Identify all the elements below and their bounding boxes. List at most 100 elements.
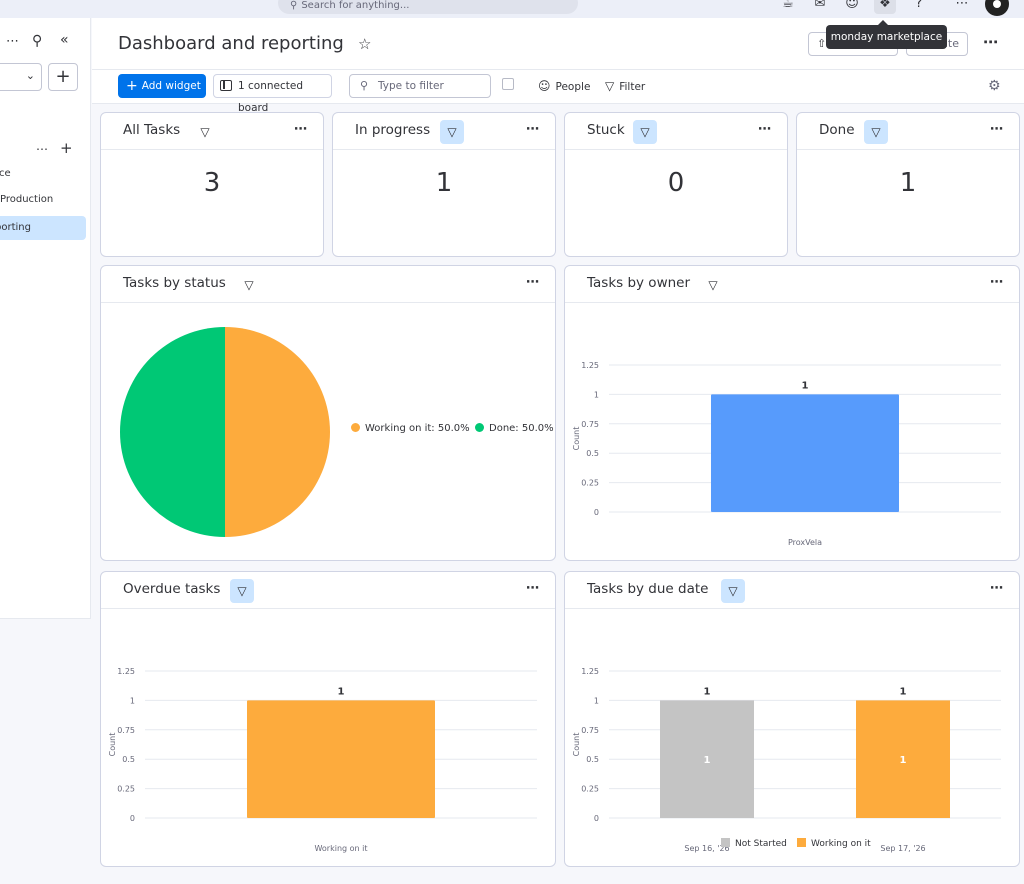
more-icon[interactable]: ⋯ xyxy=(526,581,539,596)
pie-chart xyxy=(120,327,330,537)
avatar[interactable] xyxy=(985,0,1009,16)
people-filter-button[interactable]: ☺ People xyxy=(538,79,591,93)
y-tick-label: 0.75 xyxy=(581,726,599,735)
filter-icon: ▽ xyxy=(605,79,615,93)
filter-icon[interactable]: ▽ xyxy=(230,579,254,603)
legend-item[interactable]: Working on it xyxy=(797,838,871,849)
more-icon[interactable]: ⋯ xyxy=(983,33,998,51)
segment-label: 1 xyxy=(704,755,711,766)
widget-header: Tasks by due date ▽ ⋯ xyxy=(565,572,1019,609)
widget-title: Tasks by owner xyxy=(587,275,691,291)
help-icon[interactable]: ? xyxy=(915,0,923,11)
add-widget-button[interactable]: + Add widget xyxy=(118,74,206,98)
board-icon xyxy=(220,80,232,91)
marketplace-icon[interactable]: ❖ xyxy=(874,0,896,14)
widget-header: All Tasks ▽ ⋯ xyxy=(101,113,323,150)
segment-label: 1 xyxy=(900,755,907,766)
more-icon[interactable]: ⋯ xyxy=(36,142,48,156)
collapse-sidebar-icon[interactable]: « xyxy=(60,32,69,48)
connected-board-button[interactable]: 1 connected board xyxy=(213,74,332,114)
upload-icon: ⇧ xyxy=(817,37,827,50)
add-item-icon[interactable]: + xyxy=(60,139,73,157)
more-icon[interactable]: ⋯ xyxy=(294,122,307,137)
widget-counter: Stuck ▽ ⋯ 0 xyxy=(564,112,788,257)
counter-value: 0 xyxy=(667,168,685,198)
sidebar: ⋯ ⚲ « ⌄ + ⋯ + ce Production porting xyxy=(0,18,91,619)
filter-icon[interactable]: ▽ xyxy=(721,579,745,603)
global-search[interactable]: ⚲ Search for anything... xyxy=(278,0,578,14)
y-axis-label: Count xyxy=(572,733,581,757)
more-icon[interactable]: ⋯ xyxy=(990,122,1003,137)
legend-swatch xyxy=(475,423,484,432)
widget-counter: In progress ▽ ⋯ 1 xyxy=(332,112,556,257)
legend-item[interactable]: Not Started xyxy=(721,838,787,849)
filter-input[interactable]: ⚲ Type to filter xyxy=(349,74,491,98)
data-label: 1 xyxy=(802,380,809,391)
gear-icon[interactable]: ⚙ xyxy=(988,78,1001,94)
apps-grid-icon[interactable]: ⋯ xyxy=(955,0,969,11)
more-icon[interactable]: ⋯ xyxy=(526,122,539,137)
y-tick-label: 1.25 xyxy=(581,361,599,370)
y-tick-label: 0 xyxy=(130,814,135,823)
widget-header: Tasks by status ▽ ⋯ xyxy=(101,266,555,303)
widget-counter: All Tasks ▽ ⋯ 3 xyxy=(100,112,324,257)
bar-chart: 0 0.25 0.5 0.75 1 1.25 Count ProxVela 1 xyxy=(572,361,1001,547)
legend-label: Not Started xyxy=(735,839,787,849)
data-label: 1 xyxy=(338,686,345,697)
filter-icon[interactable]: ▽ xyxy=(708,278,718,292)
inbox-icon[interactable]: ✉ xyxy=(814,0,826,11)
y-axis-label: Count xyxy=(572,427,581,451)
total-label: 1 xyxy=(900,686,907,697)
y-tick-label: 1.25 xyxy=(581,667,599,676)
more-icon[interactable]: ⋯ xyxy=(990,581,1003,596)
y-tick-label: 1 xyxy=(130,696,135,705)
search-icon[interactable]: ⚲ xyxy=(32,33,43,49)
legend-swatch xyxy=(351,423,360,432)
x-tick-label: Working on it xyxy=(314,844,367,853)
y-tick-label: 0.75 xyxy=(117,726,135,735)
main-content: Dashboard and reporting ☆ ⇧ ite ⋯ + Add w… xyxy=(92,18,1024,884)
sidebar-item[interactable]: ce xyxy=(0,168,11,179)
y-tick-label: 0.5 xyxy=(122,755,135,764)
y-tick-label: 0.25 xyxy=(117,785,135,794)
more-icon[interactable]: ⋯ xyxy=(990,275,1003,290)
widget-title: Tasks by status xyxy=(123,275,226,291)
widget-tasks-by-due-date: Tasks by due date ▽ ⋯ 0 0.25 0.5 0.75 1 1.25 C… xyxy=(564,571,1020,867)
filter-icon[interactable]: ▽ xyxy=(200,125,210,139)
more-icon[interactable]: ⋯ xyxy=(758,122,771,137)
top-bar: ⚲ Search for anything... ☕ ✉ ☺ ❖ ? ⋯ xyxy=(0,0,1024,18)
workspace-select[interactable]: ⌄ xyxy=(0,63,42,91)
filter-icon[interactable]: ▽ xyxy=(244,278,254,292)
widget-title: Tasks by due date xyxy=(587,581,709,597)
bell-icon[interactable]: ☕ xyxy=(782,0,794,11)
star-icon[interactable]: ☆ xyxy=(358,35,372,53)
search-icon: ⚲ xyxy=(290,0,298,11)
legend-item[interactable]: Working on it: 50.0% xyxy=(351,423,470,434)
add-button[interactable]: + xyxy=(48,63,78,91)
sidebar-item[interactable]: porting xyxy=(0,216,86,240)
filter-button[interactable]: ▽ Filter xyxy=(605,79,646,93)
more-icon[interactable]: ⋯ xyxy=(6,34,19,49)
more-icon[interactable]: ⋯ xyxy=(526,275,539,290)
widget-tasks-by-status: Tasks by status ▽ ⋯ Working on it: 50.0%… xyxy=(100,265,556,561)
pie-slice xyxy=(225,327,330,537)
widget-header: Tasks by owner ▽ ⋯ xyxy=(565,266,1019,303)
filter-icon[interactable]: ▽ xyxy=(864,120,888,144)
person-icon: ☺ xyxy=(538,79,551,93)
bar xyxy=(711,394,899,512)
filter-icon[interactable]: ▽ xyxy=(633,120,657,144)
x-tick-label: Sep 16, '26 xyxy=(684,844,729,853)
counter-value: 1 xyxy=(435,168,453,198)
save-icon[interactable] xyxy=(502,78,514,90)
y-tick-label: 0 xyxy=(594,814,599,823)
legend-item[interactable]: Done: 50.0% xyxy=(475,423,554,434)
search-icon: ⚲ xyxy=(360,79,369,92)
chevron-down-icon: ⌄ xyxy=(25,69,35,82)
invite-members-icon[interactable]: ☺ xyxy=(845,0,859,11)
y-axis-label: Count xyxy=(108,733,117,757)
counter-value: 3 xyxy=(203,168,221,198)
widget-title: Overdue tasks xyxy=(123,581,221,597)
filter-icon[interactable]: ▽ xyxy=(440,120,464,144)
y-tick-label: 0.5 xyxy=(586,449,599,458)
sidebar-item[interactable]: Production xyxy=(0,194,54,205)
